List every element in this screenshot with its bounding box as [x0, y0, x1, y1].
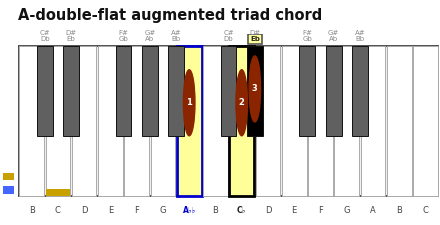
Text: E: E — [108, 206, 113, 215]
Bar — [116, 46, 132, 136]
Text: E: E — [292, 206, 297, 215]
Text: B: B — [213, 206, 218, 215]
Bar — [3, 173, 14, 180]
Bar — [150, 46, 175, 196]
Text: C: C — [422, 206, 429, 215]
Bar — [168, 46, 184, 136]
Bar — [3, 186, 14, 194]
Text: G#: G# — [328, 30, 339, 36]
Bar — [72, 46, 96, 196]
Text: Gb: Gb — [302, 36, 312, 42]
Text: C#: C# — [223, 30, 234, 36]
Text: 2: 2 — [239, 98, 245, 107]
Bar — [326, 46, 341, 136]
Bar — [45, 189, 70, 196]
Text: Bb: Bb — [172, 36, 180, 42]
Bar — [308, 46, 333, 196]
Bar — [63, 46, 79, 136]
Bar — [229, 46, 254, 196]
Text: A♭♭: A♭♭ — [183, 206, 196, 215]
Bar — [256, 46, 280, 196]
Bar — [334, 46, 359, 196]
Bar — [203, 46, 228, 196]
Text: G: G — [160, 206, 166, 215]
Bar — [177, 46, 202, 196]
Text: 1: 1 — [186, 98, 192, 107]
Bar — [18, 46, 439, 196]
Text: G: G — [344, 206, 350, 215]
Text: B: B — [29, 206, 35, 215]
Text: A#: A# — [171, 30, 181, 36]
Text: Eb: Eb — [250, 36, 260, 42]
Bar — [142, 46, 158, 136]
Text: D#: D# — [249, 30, 260, 36]
Bar — [247, 46, 263, 136]
Bar — [125, 46, 149, 196]
Bar — [45, 46, 70, 196]
Text: F#: F# — [119, 30, 128, 36]
Text: Ab: Ab — [329, 36, 338, 42]
Bar — [300, 46, 315, 136]
Bar — [413, 46, 438, 196]
Bar — [221, 46, 236, 136]
Text: F#: F# — [302, 30, 312, 36]
Bar — [361, 46, 385, 196]
Text: A#: A# — [355, 30, 365, 36]
Text: Bb: Bb — [356, 36, 364, 42]
Text: Eb: Eb — [66, 36, 75, 42]
Bar — [282, 46, 307, 196]
Text: D#: D# — [66, 30, 77, 36]
Text: F: F — [318, 206, 323, 215]
Text: A: A — [370, 206, 376, 215]
Text: Db: Db — [40, 36, 50, 42]
Text: D: D — [265, 206, 271, 215]
Text: Db: Db — [224, 36, 233, 42]
Bar — [248, 34, 262, 43]
Text: B: B — [396, 206, 402, 215]
Text: Ab: Ab — [145, 36, 154, 42]
Circle shape — [236, 70, 247, 136]
Text: G#: G# — [144, 30, 155, 36]
Circle shape — [249, 56, 260, 122]
Text: F: F — [134, 206, 139, 215]
Text: basicmusictheory.com: basicmusictheory.com — [6, 79, 11, 137]
Bar — [387, 46, 412, 196]
Text: C♭: C♭ — [237, 206, 246, 215]
Bar — [352, 46, 368, 136]
Text: C: C — [55, 206, 61, 215]
Text: Gb: Gb — [119, 36, 128, 42]
Circle shape — [183, 70, 195, 136]
Text: A-double-flat augmented triad chord: A-double-flat augmented triad chord — [18, 8, 322, 23]
Text: C#: C# — [40, 30, 50, 36]
Bar — [37, 46, 53, 136]
Text: 3: 3 — [252, 84, 258, 93]
Bar — [98, 46, 123, 196]
Text: D: D — [81, 206, 88, 215]
Bar — [19, 46, 44, 196]
